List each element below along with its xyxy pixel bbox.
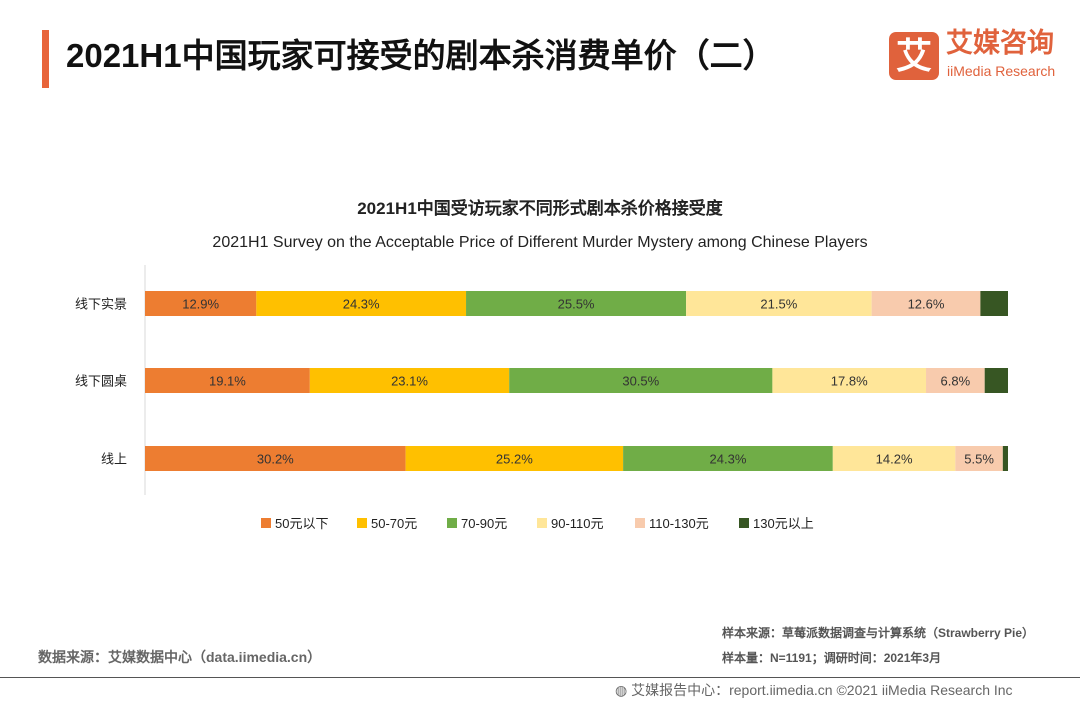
- data-label: 23.1%: [391, 374, 428, 389]
- data-label: 25.2%: [496, 452, 533, 467]
- page-title: 2021H1中国玩家可接受的剧本杀消费单价（二）: [66, 37, 776, 74]
- bar-segment: [623, 446, 833, 471]
- bar-segment: [466, 291, 687, 316]
- data-label: 30.5%: [622, 374, 659, 389]
- legend-label: 50元以下: [275, 516, 328, 531]
- legend-label: 50-70元: [371, 516, 417, 531]
- chart-title: 2021H1中国受访玩家不同形式剧本杀价格接受度: [357, 199, 723, 218]
- bar-segment: [772, 368, 927, 393]
- legend-swatch: [261, 518, 271, 528]
- logo-mark: 艾: [889, 32, 939, 80]
- data-label: 5.5%: [964, 452, 994, 467]
- category-label: 线下实景: [75, 297, 127, 312]
- legend-swatch: [357, 518, 367, 528]
- logo-cn: 艾媒咨询: [946, 28, 1054, 58]
- sample-source: 样本来源：草莓派数据调查与计算系统（Strawberry Pie）: [722, 626, 1035, 640]
- category-label: 线下圆桌: [75, 374, 127, 389]
- legend-swatch: [635, 518, 645, 528]
- legend-label: 90-110元: [551, 516, 604, 531]
- data-label: 12.6%: [908, 297, 945, 312]
- legend-swatch: [537, 518, 547, 528]
- bar-segment: [980, 291, 1008, 316]
- data-label: 12.9%: [182, 297, 219, 312]
- chart-subtitle: 2021H1 Survey on the Acceptable Price of…: [212, 234, 868, 251]
- data-label: 21.5%: [760, 297, 797, 312]
- bar-segment: [926, 368, 985, 393]
- legend-label: 70-90元: [461, 516, 507, 531]
- data-label: 19.1%: [209, 374, 246, 389]
- data-label: 6.8%: [941, 374, 971, 389]
- sample-size: 样本量：N=1191；调研时间：2021年3月: [722, 651, 942, 665]
- bar-segment: [256, 291, 467, 316]
- data-label: 24.3%: [343, 297, 380, 312]
- bar-segment: [145, 446, 406, 471]
- data-label: 24.3%: [710, 452, 747, 467]
- bar-segment: [309, 368, 510, 393]
- bar-segment: [871, 291, 981, 316]
- data-label: 14.2%: [876, 452, 913, 467]
- footer-divider: [0, 677, 1080, 678]
- logo-en: iiMedia Research: [947, 63, 1056, 79]
- report-text: 艾媒报告中心：report.iimedia.cn ©2021 iiMedia R…: [631, 682, 1013, 698]
- bar-segment: [145, 291, 257, 316]
- data-label: 17.8%: [831, 374, 868, 389]
- bar-segment: [955, 446, 1003, 471]
- legend-label: 110-130元: [649, 516, 709, 531]
- data-source: 数据来源：艾媒数据中心（data.iimedia.cn）: [38, 649, 322, 665]
- legend-label: 130元以上: [753, 516, 814, 531]
- title-accent-bar: [42, 30, 49, 88]
- bar-segment: [1002, 446, 1008, 471]
- globe-icon: ◍: [615, 682, 632, 698]
- legend-swatch: [447, 518, 457, 528]
- bar-segment: [984, 368, 1008, 393]
- bar-segment: [686, 291, 872, 316]
- legend-swatch: [739, 518, 749, 528]
- bar-segment: [405, 446, 624, 471]
- category-label: 线上: [101, 452, 127, 467]
- report-center-footer: ◍ 艾媒报告中心：report.iimedia.cn ©2021 iiMedia…: [615, 682, 1013, 698]
- data-label: 25.5%: [558, 297, 595, 312]
- bar-segment: [509, 368, 773, 393]
- bar-segment: [145, 368, 310, 393]
- data-label: 30.2%: [257, 452, 294, 467]
- bar-segment: [832, 446, 956, 471]
